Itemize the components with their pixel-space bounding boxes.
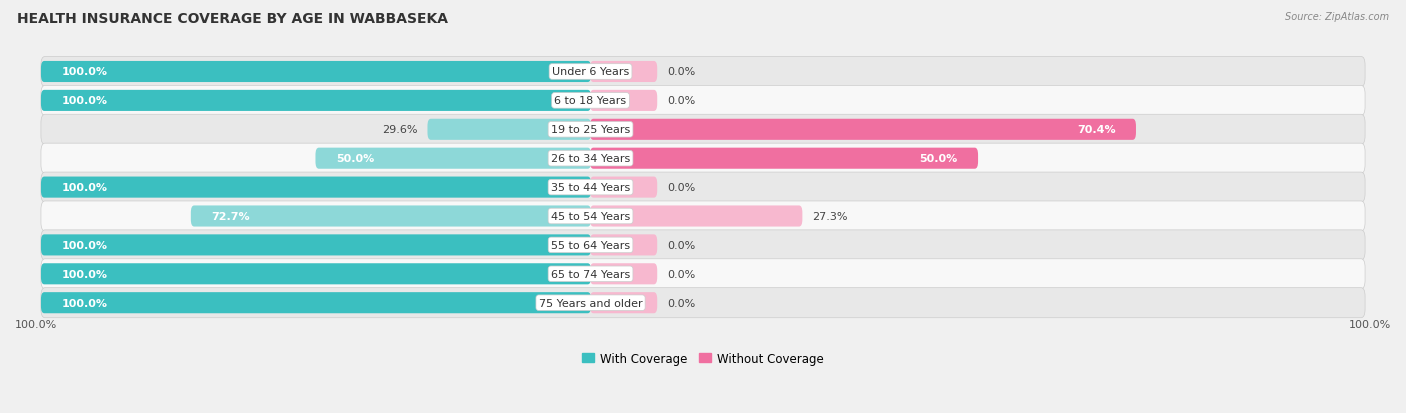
Text: 0.0%: 0.0% [668, 298, 696, 308]
FancyBboxPatch shape [41, 86, 1365, 116]
FancyBboxPatch shape [41, 144, 1365, 174]
FancyBboxPatch shape [591, 206, 803, 227]
Text: 29.6%: 29.6% [382, 125, 418, 135]
Text: 50.0%: 50.0% [920, 154, 957, 164]
FancyBboxPatch shape [191, 206, 591, 227]
FancyBboxPatch shape [427, 119, 591, 140]
FancyBboxPatch shape [41, 62, 591, 83]
Text: 45 to 54 Years: 45 to 54 Years [551, 211, 630, 221]
FancyBboxPatch shape [591, 235, 657, 256]
Text: 100.0%: 100.0% [1348, 319, 1391, 329]
FancyBboxPatch shape [41, 202, 1365, 231]
Text: 100.0%: 100.0% [62, 67, 107, 77]
FancyBboxPatch shape [591, 119, 1136, 140]
Text: 72.7%: 72.7% [211, 211, 250, 221]
Text: 55 to 64 Years: 55 to 64 Years [551, 240, 630, 250]
FancyBboxPatch shape [41, 235, 591, 256]
Text: 0.0%: 0.0% [668, 183, 696, 192]
FancyBboxPatch shape [315, 148, 591, 169]
Text: 100.0%: 100.0% [62, 96, 107, 106]
Text: 50.0%: 50.0% [336, 154, 374, 164]
Text: Source: ZipAtlas.com: Source: ZipAtlas.com [1285, 12, 1389, 22]
FancyBboxPatch shape [591, 263, 657, 285]
FancyBboxPatch shape [591, 177, 657, 198]
Text: 70.4%: 70.4% [1077, 125, 1115, 135]
FancyBboxPatch shape [41, 177, 591, 198]
Text: 100.0%: 100.0% [15, 319, 58, 329]
FancyBboxPatch shape [591, 62, 657, 83]
Text: 35 to 44 Years: 35 to 44 Years [551, 183, 630, 192]
FancyBboxPatch shape [41, 173, 1365, 203]
Text: Under 6 Years: Under 6 Years [553, 67, 628, 77]
FancyBboxPatch shape [41, 259, 1365, 289]
FancyBboxPatch shape [41, 57, 1365, 87]
FancyBboxPatch shape [591, 90, 657, 112]
Text: 100.0%: 100.0% [62, 183, 107, 192]
Text: 0.0%: 0.0% [668, 96, 696, 106]
FancyBboxPatch shape [41, 90, 591, 112]
Text: 100.0%: 100.0% [62, 298, 107, 308]
FancyBboxPatch shape [591, 148, 979, 169]
Text: 65 to 74 Years: 65 to 74 Years [551, 269, 630, 279]
Legend: With Coverage, Without Coverage: With Coverage, Without Coverage [578, 347, 828, 370]
Text: 100.0%: 100.0% [62, 240, 107, 250]
Text: 0.0%: 0.0% [668, 240, 696, 250]
Text: 100.0%: 100.0% [62, 269, 107, 279]
Text: 75 Years and older: 75 Years and older [538, 298, 643, 308]
Text: 19 to 25 Years: 19 to 25 Years [551, 125, 630, 135]
Text: 0.0%: 0.0% [668, 269, 696, 279]
Text: 26 to 34 Years: 26 to 34 Years [551, 154, 630, 164]
Text: 0.0%: 0.0% [668, 67, 696, 77]
Text: 6 to 18 Years: 6 to 18 Years [554, 96, 627, 106]
FancyBboxPatch shape [41, 292, 591, 313]
FancyBboxPatch shape [41, 263, 591, 285]
FancyBboxPatch shape [41, 115, 1365, 145]
FancyBboxPatch shape [41, 230, 1365, 260]
Text: HEALTH INSURANCE COVERAGE BY AGE IN WABBASEKA: HEALTH INSURANCE COVERAGE BY AGE IN WABB… [17, 12, 449, 26]
Text: 27.3%: 27.3% [813, 211, 848, 221]
FancyBboxPatch shape [591, 292, 657, 313]
FancyBboxPatch shape [41, 288, 1365, 318]
